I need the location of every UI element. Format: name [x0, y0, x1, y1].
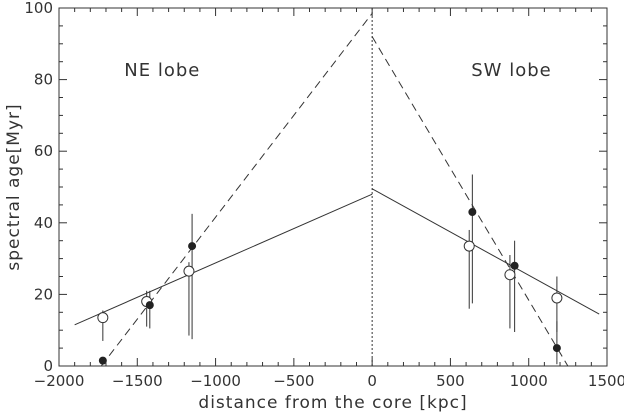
x-axis-label: distance from the core [kpc]	[198, 393, 467, 413]
y-tick-label: 100	[24, 0, 53, 17]
filled-circle-point	[510, 261, 519, 270]
y-tick-label: 40	[34, 214, 53, 232]
x-tick-label: 1500	[588, 372, 624, 390]
open-circle-point	[551, 292, 563, 304]
x-tick-label: 500	[436, 372, 465, 390]
x-tick-label: −1500	[112, 372, 163, 390]
fit-line-dashed	[100, 13, 373, 367]
y-tick-label: 80	[34, 71, 53, 89]
filled-circle-point	[98, 356, 107, 365]
open-circle-point	[463, 240, 475, 252]
x-tick-label: 1000	[510, 372, 548, 390]
annotation-sw-lobe: SW lobe	[471, 60, 551, 81]
fit-lines-group	[74, 13, 600, 367]
annotation-ne-lobe: NE lobe	[124, 60, 200, 81]
x-tick-label: 0	[367, 372, 377, 390]
fit-line-solid	[74, 193, 373, 326]
error-bars-group	[102, 174, 558, 365]
data-points-group	[97, 208, 563, 365]
ticks-group: −2000 −1500 −1000 −500 0 500 1000 1500 0 20 40 60 80…	[24, 0, 624, 390]
y-axis-label: spectral age[Myr]	[4, 103, 24, 270]
y-tick-label: 0	[43, 357, 53, 375]
filled-circle-point	[145, 301, 154, 310]
x-tick-label: −2000	[34, 372, 85, 390]
filled-circle-point	[468, 208, 477, 217]
fit-line-dashed	[371, 36, 569, 367]
open-circle-point	[504, 269, 516, 281]
y-tick-label: 60	[34, 142, 53, 160]
fit-line-solid	[371, 188, 600, 315]
open-circle-point	[183, 265, 195, 277]
x-tick-label: −1000	[190, 372, 241, 390]
filled-circle-point	[552, 344, 561, 353]
open-circle-point	[97, 312, 109, 324]
x-tick-label: −500	[273, 372, 314, 390]
filled-circle-point	[188, 242, 197, 251]
y-tick-label: 20	[34, 285, 53, 303]
